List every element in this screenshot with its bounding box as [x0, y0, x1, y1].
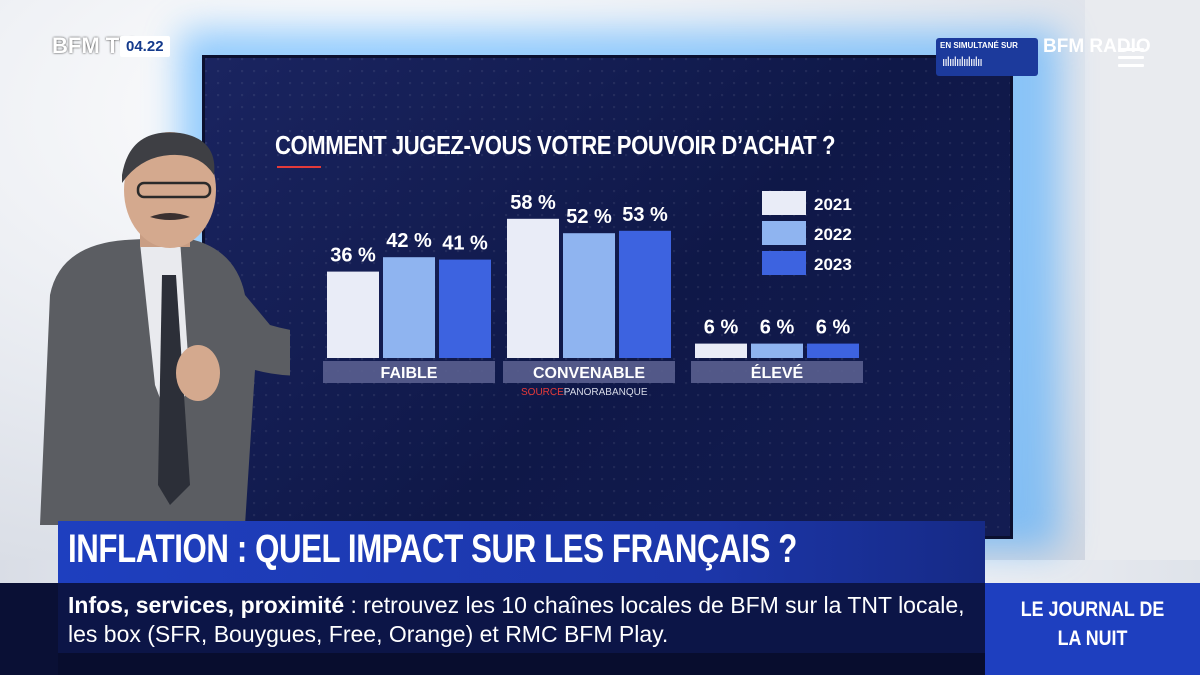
bar-chart: FAIBLE 36 % 42 % 41 % CONVENABLE 58 % 52 % 53 %… — [323, 191, 863, 383]
presenter-tie — [158, 275, 190, 505]
data-label: 58 % — [510, 192, 556, 214]
lower-third-shadow — [0, 583, 58, 675]
studio-pillar — [1085, 0, 1200, 560]
bar-2023-convenable — [619, 230, 671, 358]
legend-label: 2023 — [814, 255, 852, 274]
menu-icon-bar — [1118, 64, 1144, 67]
category-band — [503, 361, 675, 383]
data-label: 41 % — [442, 233, 488, 255]
menu-icon-bar — [1118, 56, 1144, 59]
presenter-head — [124, 132, 216, 248]
bar-2023-faible — [439, 259, 491, 358]
category-label: FAIBLE — [381, 365, 438, 382]
data-label: 52 % — [566, 206, 612, 228]
simulcast-badge[interactable]: EN SIMULTANÉ SUR ıılıılıılıılıılıı — [936, 38, 1038, 76]
bottom-strip — [58, 653, 985, 675]
ticker-bold: Infos, services, proximité — [68, 592, 345, 618]
bfm-radio-logo: BFM RADIO — [1043, 36, 1151, 57]
legend-swatch — [762, 221, 806, 245]
presenter-figure — [40, 132, 290, 525]
program-box: LE JOURNAL DE LA NUIT — [985, 583, 1200, 675]
ticker-body: : retrouvez les 10 chaînes locales de BF… — [68, 592, 965, 647]
audio-wave-icon: ıılıılıılıılıılıı — [942, 55, 983, 69]
simulcast-label: EN SIMULTANÉ SUR — [940, 41, 1018, 50]
presenter-mustache — [150, 213, 190, 220]
category-band — [323, 361, 495, 383]
legend-label: 2021 — [814, 195, 852, 214]
channel-logo: BFM TV. — [52, 33, 138, 58]
category-label: ÉLEVÉ — [751, 363, 804, 382]
bar-2022-faible — [383, 257, 435, 358]
clock: 04.22 — [120, 36, 170, 57]
ticker-text: Infos, services, proximité : retrouvez l… — [68, 591, 978, 649]
source-label: SOURCE — [521, 387, 564, 398]
data-label: 53 % — [622, 204, 668, 226]
chart-title: COMMENT JUGEZ-VOUS VOTRE POUVOIR D’ACHAT… — [275, 130, 836, 160]
program-title: LE JOURNAL DE LA NUIT — [1020, 598, 1165, 650]
presenter-hair — [122, 132, 215, 183]
legend-label: 2022 — [814, 225, 852, 244]
legend-swatch — [762, 251, 806, 275]
bar-2022-élevé — [751, 343, 803, 358]
legend-swatch — [762, 191, 806, 215]
ticker-band: Infos, services, proximité : retrouvez l… — [58, 583, 985, 653]
bar-2021-élevé — [695, 343, 747, 358]
presenter-glasses — [136, 181, 212, 199]
headline: INFLATION : QUEL IMPACT SUR LES FRANÇAIS… — [68, 527, 797, 571]
presenter-left-hand — [176, 345, 220, 401]
studio-screen: COMMENT JUGEZ-VOUS VOTRE POUVOIR D’ACHAT… — [205, 58, 1010, 536]
source-credit: SOURCEPANORABANQUE — [521, 387, 648, 398]
bar-2021-convenable — [507, 218, 559, 358]
data-label: 6 % — [760, 317, 795, 339]
title-underline — [277, 166, 321, 168]
menu-icon[interactable] — [1118, 48, 1144, 68]
headline-band: INFLATION : QUEL IMPACT SUR LES FRANÇAIS… — [58, 521, 985, 583]
bar-2023-élevé — [807, 343, 859, 358]
bar-2022-convenable — [563, 233, 615, 358]
data-label: 42 % — [386, 230, 432, 252]
data-label: 6 % — [704, 317, 739, 339]
category-band — [691, 361, 863, 383]
category-label: CONVENABLE — [533, 365, 645, 382]
data-label: 36 % — [330, 245, 376, 267]
bar-2021-faible — [327, 271, 379, 358]
data-label: 6 % — [816, 317, 851, 339]
menu-icon-bar — [1118, 48, 1144, 51]
source-name: PANORABANQUE — [563, 387, 648, 398]
